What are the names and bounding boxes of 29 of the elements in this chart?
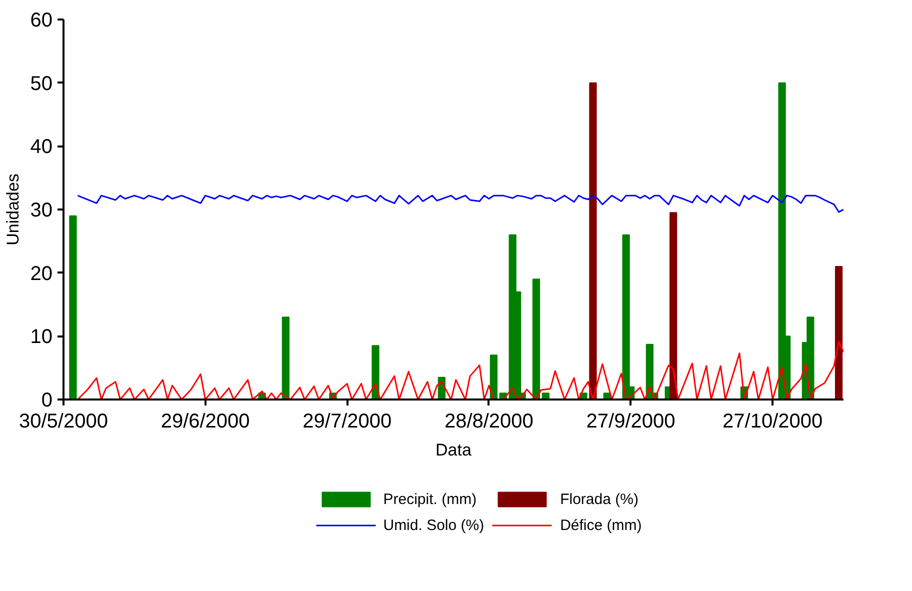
legend-label: Precipit. (mm) <box>383 490 477 508</box>
y-tick-label: 50 <box>30 72 53 95</box>
y-tick-label: 0 <box>41 390 52 412</box>
x-tick-label: 30/5/2000 <box>19 410 108 432</box>
bar <box>532 278 540 400</box>
y-tick-label: 40 <box>30 136 53 158</box>
bar <box>670 212 678 400</box>
x-tick-label: 28/8/2000 <box>444 410 534 432</box>
legend-label: Florada (%) <box>560 490 638 508</box>
bar <box>69 215 77 400</box>
line-series <box>76 341 844 400</box>
bar <box>490 354 498 400</box>
bar <box>834 266 843 400</box>
legend-label: Défice (mm) <box>560 516 642 534</box>
legend-label: Umid. Solo (%) <box>383 516 484 534</box>
y-axis-title: Unidades <box>3 174 22 246</box>
x-tick-label: 27/10/2000 <box>722 410 823 432</box>
bar <box>372 345 380 400</box>
bar <box>589 82 597 400</box>
y-tick-label: 60 <box>30 10 53 32</box>
x-tick-label: 29/7/2000 <box>302 410 392 432</box>
x-tick-label: 27/9/2000 <box>586 410 676 432</box>
y-tick-label: 30 <box>30 200 53 222</box>
y-tick-label: 10 <box>30 326 53 348</box>
x-axis-title: Data <box>436 440 472 460</box>
x-tick-label: 29/6/2000 <box>160 410 250 432</box>
bar <box>282 316 290 400</box>
line-series <box>76 194 844 213</box>
y-tick-label: 20 <box>30 262 53 285</box>
